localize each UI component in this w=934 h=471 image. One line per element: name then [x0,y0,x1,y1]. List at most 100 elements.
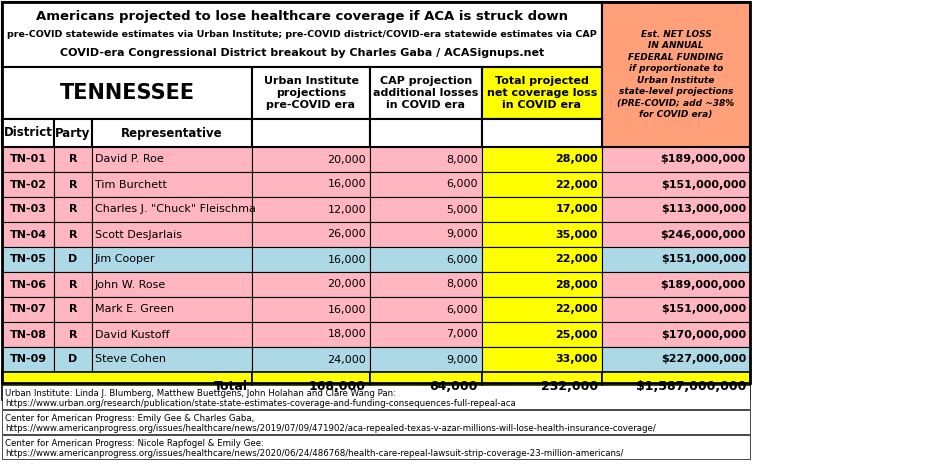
Text: https://www.americanprogress.org/issues/healthcare/news/2019/07/09/471902/aca-re: https://www.americanprogress.org/issues/… [5,424,656,433]
Bar [252,147,370,172]
Bar [54,222,92,247]
Text: TN-05: TN-05 [9,254,47,265]
Bar [602,372,750,400]
Bar [2,247,54,272]
Bar [370,222,482,247]
Bar [482,67,602,119]
Text: $113,000,000: $113,000,000 [661,204,746,214]
Text: $227,000,000: $227,000,000 [660,355,746,365]
Bar [482,322,602,347]
Text: 20,000: 20,000 [328,154,366,164]
Text: 5,000: 5,000 [446,204,478,214]
Bar [2,172,54,197]
Bar [92,347,252,372]
Bar [2,322,54,347]
Text: $151,000,000: $151,000,000 [661,304,746,315]
Bar [252,247,370,272]
Bar [482,197,602,222]
Text: 17,000: 17,000 [556,204,598,214]
Text: TN-07: TN-07 [9,304,47,315]
Text: 8,000: 8,000 [446,154,478,164]
Bar [2,347,54,372]
Text: Scott DesJarlais: Scott DesJarlais [95,229,182,239]
Bar [92,247,252,272]
Text: TN-09: TN-09 [9,355,47,365]
Bar [92,197,252,222]
Text: 22,000: 22,000 [556,304,598,315]
Text: R: R [69,279,78,290]
Text: Charles J. "Chuck" Fleischma: Charles J. "Chuck" Fleischma [95,204,256,214]
Bar [370,347,482,372]
Text: Urban Institute
projections
pre-COVID era: Urban Institute projections pre-COVID er… [263,76,359,110]
Bar [252,119,370,147]
Text: https://www.americanprogress.org/issues/healthcare/news/2020/06/24/486768/health: https://www.americanprogress.org/issues/… [5,449,623,458]
Bar [482,272,602,297]
Text: D: D [68,355,78,365]
Text: 6,000: 6,000 [446,254,478,265]
Bar [92,119,252,147]
Text: Mark E. Green: Mark E. Green [95,304,174,315]
Text: 9,000: 9,000 [446,355,478,365]
Text: TN-08: TN-08 [9,330,47,340]
Text: 232,000: 232,000 [541,380,598,392]
Text: Jim Cooper: Jim Cooper [95,254,155,265]
Bar [2,197,54,222]
Bar [54,297,92,322]
Bar [92,272,252,297]
Bar [2,119,54,147]
Text: TN-02: TN-02 [9,179,47,189]
Text: TN-03: TN-03 [9,204,47,214]
Text: pre-COVID statewide estimates via Urban Institute; pre-COVID district/COVID-era : pre-COVID statewide estimates via Urban … [7,30,597,39]
Bar [370,297,482,322]
Text: 22,000: 22,000 [556,254,598,265]
Text: CAP projection
additional losses
in COVID era: CAP projection additional losses in COVI… [374,76,479,110]
Text: Steve Cohen: Steve Cohen [95,355,166,365]
Bar [54,247,92,272]
Bar [252,347,370,372]
Bar [92,297,252,322]
Text: Americans projected to lose healthcare coverage if ACA is struck down: Americans projected to lose healthcare c… [36,10,568,23]
Text: $1,587,000,000: $1,587,000,000 [636,380,746,392]
Text: $189,000,000: $189,000,000 [660,154,746,164]
Text: TENNESSEE: TENNESSEE [60,83,194,103]
Bar [92,222,252,247]
Bar [2,372,252,400]
Bar [2,297,54,322]
Text: R: R [69,204,78,214]
Bar [252,197,370,222]
Bar [370,372,482,400]
Text: John W. Rose: John W. Rose [95,279,166,290]
Text: TN-01: TN-01 [9,154,47,164]
Text: 16,000: 16,000 [328,179,366,189]
Bar [92,172,252,197]
Text: R: R [69,154,78,164]
Text: COVID-era Congressional District breakout by Charles Gaba / ACASignups.net: COVID-era Congressional District breakou… [60,48,545,58]
Bar [54,172,92,197]
Text: https://www.urban.org/research/publication/state-state-estimates-coverage-and-fu: https://www.urban.org/research/publicati… [5,399,516,408]
Text: 24,000: 24,000 [327,355,366,365]
Text: District: District [4,127,52,139]
Text: 20,000: 20,000 [328,279,366,290]
Text: Representative: Representative [121,127,223,139]
Text: 168,000: 168,000 [309,380,366,392]
Text: Party: Party [55,127,91,139]
Bar [2,2,750,383]
Bar [2,435,750,459]
Text: TN-04: TN-04 [9,229,47,239]
Bar [2,385,750,409]
Bar [370,172,482,197]
Text: 35,000: 35,000 [556,229,598,239]
Text: 28,000: 28,000 [556,279,598,290]
Bar [252,172,370,197]
Bar [252,67,370,119]
Bar [482,147,602,172]
Text: 25,000: 25,000 [556,330,598,340]
Bar [252,322,370,347]
Bar [602,297,750,322]
Bar [54,119,92,147]
Bar [54,147,92,172]
Bar [602,247,750,272]
Bar [602,2,750,147]
Bar [370,322,482,347]
Bar [92,147,252,172]
